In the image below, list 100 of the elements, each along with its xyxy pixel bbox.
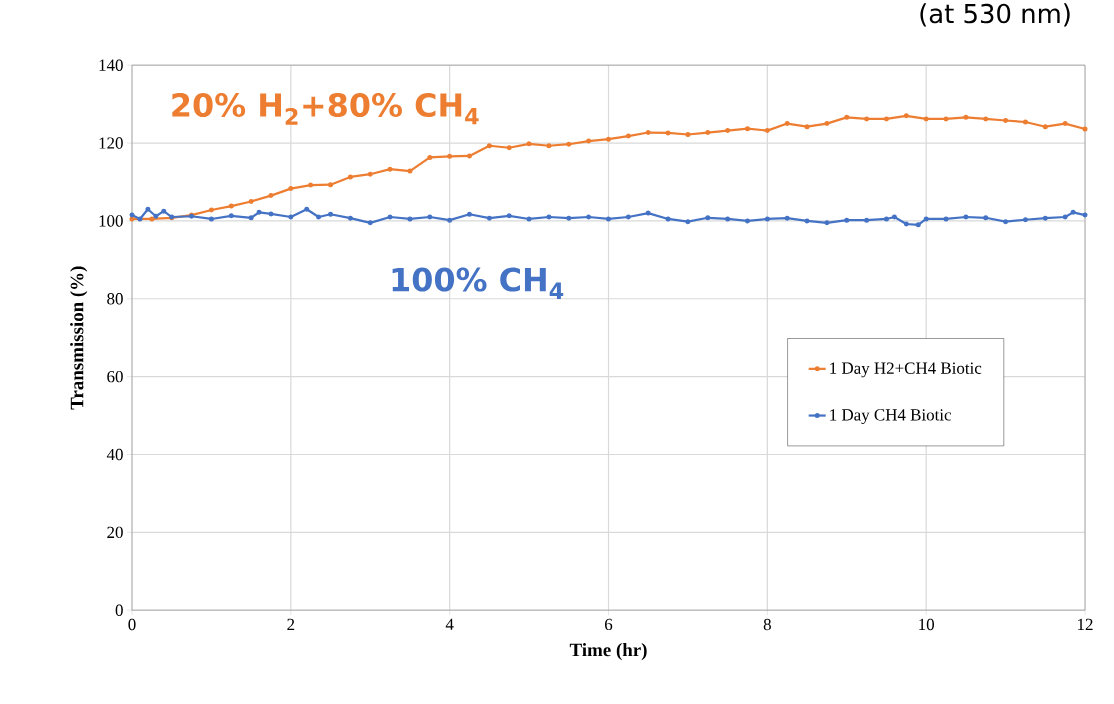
x-tick-label: 10: [919, 618, 935, 631]
point: [427, 154, 433, 160]
point: [963, 114, 969, 120]
point: [891, 214, 897, 220]
point: [129, 212, 135, 218]
point: [625, 214, 631, 220]
point: [328, 182, 334, 188]
point: [705, 129, 711, 135]
y-tick-label: 100: [99, 215, 123, 227]
point: [526, 216, 532, 222]
point: [1022, 119, 1028, 125]
annotation: 20% H$_{2}$+80% CH$_{4}$: [172, 92, 479, 125]
point: [645, 129, 651, 135]
point: [447, 153, 453, 159]
x-axis-title: Time (hr): [569, 642, 647, 661]
y-tick-label: 60: [107, 370, 123, 383]
point: [288, 214, 294, 220]
point: [983, 215, 989, 221]
point: [208, 216, 214, 222]
point: [685, 219, 691, 225]
y-tick-label: 0: [115, 604, 123, 616]
point: [288, 186, 294, 191]
point: [764, 128, 770, 133]
point: [685, 131, 691, 137]
legend-label: 1 Day H2+CH4 Biotic: [830, 362, 982, 378]
point: [804, 218, 810, 224]
annotation: 100% CH$_{4}$: [392, 267, 564, 299]
point: [268, 211, 274, 217]
point: [347, 215, 353, 221]
point: [304, 206, 310, 212]
point: [268, 193, 274, 199]
point: [387, 166, 393, 172]
x-tick-label: 12: [1078, 618, 1093, 630]
point: [467, 153, 473, 159]
point: [129, 216, 135, 222]
point: [665, 216, 671, 222]
point: [883, 216, 889, 222]
point: [506, 213, 512, 219]
point: [606, 136, 612, 142]
point: [546, 143, 552, 149]
point: [407, 216, 413, 222]
point: [915, 222, 921, 228]
x-tick-label: 2: [287, 618, 295, 630]
point: [586, 214, 592, 220]
point: [824, 220, 830, 226]
point: [943, 216, 949, 222]
point: [308, 182, 314, 188]
point: [903, 221, 909, 227]
point: [784, 215, 790, 221]
point: [1082, 126, 1088, 132]
point: [256, 209, 262, 215]
x-tick-label: 0: [128, 618, 136, 631]
point: [923, 116, 929, 122]
point: [625, 133, 631, 139]
point: [248, 215, 254, 221]
x-tick-label: 8: [763, 618, 771, 631]
point: [145, 206, 151, 212]
y-tick-label: 40: [106, 448, 123, 461]
point: [764, 216, 770, 222]
point: [367, 171, 373, 177]
point: [864, 217, 870, 223]
point: [844, 114, 850, 120]
point: [427, 214, 433, 220]
point: [149, 216, 155, 222]
y-tick-label: 20: [107, 526, 123, 538]
point: [407, 168, 413, 174]
x-tick-label: 6: [605, 618, 613, 631]
y-tick-label: 120: [99, 137, 123, 149]
point: [137, 216, 143, 222]
point: [467, 211, 473, 217]
point: [705, 215, 711, 221]
point: [804, 124, 810, 130]
point: [506, 145, 512, 151]
point: [744, 218, 750, 224]
point: [526, 141, 532, 147]
point: [1022, 217, 1028, 223]
point: [347, 174, 353, 180]
point: [744, 126, 750, 132]
y-axis-title: Transmission (%): [70, 266, 88, 410]
point: [864, 116, 870, 122]
point: [883, 116, 889, 122]
point: [208, 207, 214, 213]
point: [844, 217, 850, 223]
point: [1042, 215, 1048, 221]
point: [1003, 219, 1009, 225]
point: [328, 211, 334, 217]
point: [387, 214, 393, 220]
point: [606, 216, 612, 222]
y-tick-label: 80: [107, 292, 123, 305]
point: [447, 217, 453, 223]
point: [1062, 120, 1068, 126]
point: [645, 210, 651, 216]
point: [943, 116, 949, 122]
y-tick-label: 140: [99, 59, 123, 71]
point: [546, 214, 552, 220]
point: [566, 141, 572, 147]
point: [228, 203, 234, 209]
point: [725, 128, 731, 133]
point: [1042, 124, 1048, 130]
point: [903, 113, 909, 119]
